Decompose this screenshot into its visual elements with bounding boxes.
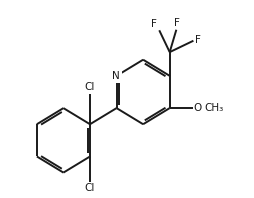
Text: O: O	[193, 103, 202, 113]
Text: F: F	[195, 35, 200, 45]
Text: Cl: Cl	[85, 82, 95, 92]
Text: F: F	[174, 18, 180, 28]
Text: Cl: Cl	[85, 183, 95, 193]
Text: F: F	[151, 19, 157, 29]
Text: CH₃: CH₃	[204, 103, 224, 113]
Text: N: N	[112, 71, 119, 81]
